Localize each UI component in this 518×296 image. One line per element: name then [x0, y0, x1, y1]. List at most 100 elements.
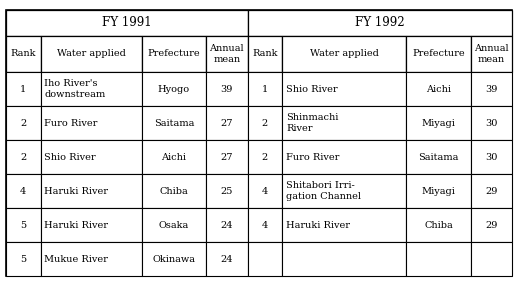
- Bar: [282, 140, 406, 174]
- Bar: [206, 242, 248, 276]
- Bar: [282, 242, 406, 276]
- Bar: [40, 140, 142, 174]
- Text: FY 1992: FY 1992: [355, 17, 405, 30]
- Text: Haruki River: Haruki River: [45, 221, 108, 229]
- Bar: [470, 106, 512, 140]
- Text: 5: 5: [20, 255, 26, 263]
- Text: 2: 2: [262, 118, 268, 128]
- Bar: [248, 140, 282, 174]
- Text: 29: 29: [485, 221, 497, 229]
- Bar: [248, 208, 282, 242]
- Text: Haruki River: Haruki River: [45, 186, 108, 195]
- Bar: [142, 106, 206, 140]
- Bar: [470, 174, 512, 208]
- Text: Furo River: Furo River: [286, 152, 339, 162]
- Text: 4: 4: [20, 186, 26, 195]
- Bar: [142, 72, 206, 106]
- Bar: [406, 140, 470, 174]
- Text: Saitama: Saitama: [418, 152, 458, 162]
- Text: Prefecture: Prefecture: [412, 49, 465, 59]
- Text: Annual
mean: Annual mean: [474, 44, 509, 64]
- Text: Hyogo: Hyogo: [158, 84, 190, 94]
- Text: 39: 39: [485, 84, 497, 94]
- Bar: [470, 140, 512, 174]
- Text: Water applied: Water applied: [56, 49, 125, 59]
- Bar: [206, 140, 248, 174]
- Text: Shitabori Irri-
gation Channel: Shitabori Irri- gation Channel: [286, 181, 361, 201]
- Bar: [142, 140, 206, 174]
- Bar: [6, 10, 248, 36]
- Bar: [6, 36, 40, 72]
- Text: 30: 30: [485, 118, 497, 128]
- Text: Rank: Rank: [252, 49, 278, 59]
- Text: 24: 24: [221, 221, 233, 229]
- Bar: [40, 72, 142, 106]
- Text: 2: 2: [20, 118, 26, 128]
- Bar: [6, 10, 512, 276]
- Text: 1: 1: [20, 84, 26, 94]
- Bar: [142, 36, 206, 72]
- Text: Haruki River: Haruki River: [286, 221, 350, 229]
- Bar: [248, 174, 282, 208]
- Text: Rank: Rank: [10, 49, 36, 59]
- Text: 27: 27: [221, 152, 233, 162]
- Bar: [6, 106, 40, 140]
- Bar: [206, 208, 248, 242]
- Bar: [248, 106, 282, 140]
- Text: Chiba: Chiba: [424, 221, 453, 229]
- Text: Saitama: Saitama: [154, 118, 194, 128]
- Text: 1: 1: [262, 84, 268, 94]
- Bar: [40, 174, 142, 208]
- Text: Miyagi: Miyagi: [422, 186, 455, 195]
- Bar: [40, 36, 142, 72]
- Bar: [206, 72, 248, 106]
- Bar: [406, 36, 470, 72]
- Bar: [6, 242, 40, 276]
- Bar: [470, 36, 512, 72]
- Bar: [248, 36, 282, 72]
- Text: Water applied: Water applied: [310, 49, 379, 59]
- Text: Osaka: Osaka: [159, 221, 189, 229]
- Bar: [248, 72, 282, 106]
- Bar: [142, 242, 206, 276]
- Bar: [40, 208, 142, 242]
- Bar: [6, 72, 40, 106]
- Bar: [6, 174, 40, 208]
- Bar: [142, 208, 206, 242]
- Bar: [40, 106, 142, 140]
- Bar: [406, 106, 470, 140]
- Bar: [282, 174, 406, 208]
- Bar: [406, 174, 470, 208]
- Text: 30: 30: [485, 152, 497, 162]
- Text: Annual
mean: Annual mean: [209, 44, 244, 64]
- Bar: [406, 72, 470, 106]
- Bar: [470, 208, 512, 242]
- Bar: [282, 72, 406, 106]
- Text: Aichi: Aichi: [162, 152, 186, 162]
- Text: 29: 29: [485, 186, 497, 195]
- Bar: [6, 140, 40, 174]
- Text: Aichi: Aichi: [426, 84, 451, 94]
- Bar: [206, 106, 248, 140]
- Bar: [142, 174, 206, 208]
- Text: 4: 4: [262, 221, 268, 229]
- Bar: [406, 208, 470, 242]
- Bar: [206, 36, 248, 72]
- Bar: [406, 242, 470, 276]
- Bar: [282, 36, 406, 72]
- Text: Furo River: Furo River: [45, 118, 98, 128]
- Text: 27: 27: [221, 118, 233, 128]
- Text: Shio River: Shio River: [286, 84, 338, 94]
- Bar: [206, 174, 248, 208]
- Text: 24: 24: [221, 255, 233, 263]
- Bar: [470, 72, 512, 106]
- Text: Miyagi: Miyagi: [422, 118, 455, 128]
- Text: Shinmachi
River: Shinmachi River: [286, 113, 338, 133]
- Bar: [470, 242, 512, 276]
- Text: 2: 2: [20, 152, 26, 162]
- Text: FY 1991: FY 1991: [102, 17, 152, 30]
- Text: 2: 2: [262, 152, 268, 162]
- Bar: [282, 106, 406, 140]
- Text: 4: 4: [262, 186, 268, 195]
- Text: 39: 39: [221, 84, 233, 94]
